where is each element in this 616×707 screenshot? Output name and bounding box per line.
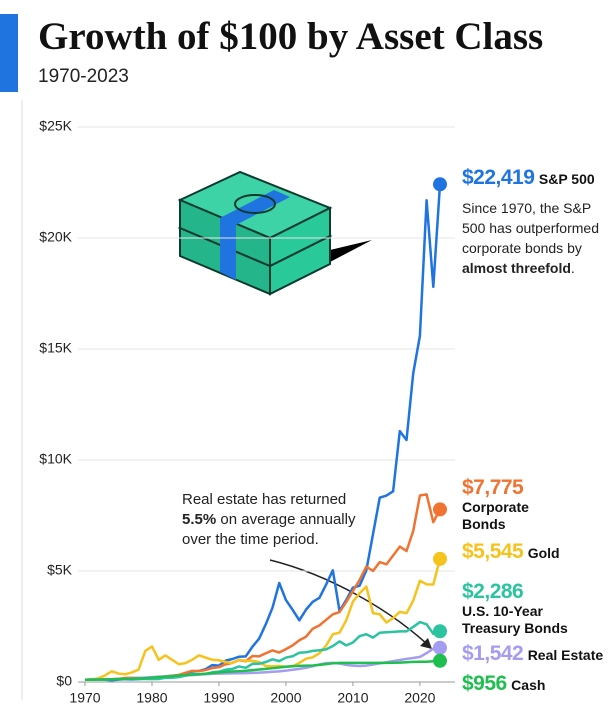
series-label: $1,542 Real Estate xyxy=(462,642,603,665)
chart-subtitle: 1970-2023 xyxy=(38,66,129,87)
value-label: $7,775 xyxy=(462,476,524,499)
series-label: $5,545 Gold xyxy=(462,540,560,563)
value-label: $1,542 xyxy=(462,642,524,665)
legend-label: Gold xyxy=(527,545,560,561)
y-tick-label: $25K xyxy=(39,118,72,134)
annotation-emphasis: almost threefold xyxy=(462,260,571,276)
x-tick-label: 1980 xyxy=(136,690,167,706)
y-tick-label: $20K xyxy=(39,229,72,245)
legend-label: Cash xyxy=(511,677,546,693)
x-tick-label: 2020 xyxy=(404,690,435,706)
value-label: $956 xyxy=(462,672,507,695)
series-label: $22,419 S&P 500 xyxy=(462,166,595,189)
end-dot xyxy=(433,624,447,639)
end-dot xyxy=(433,640,447,655)
y-tick-label: $5K xyxy=(47,562,73,578)
legend-label: Corporate Bonds xyxy=(462,499,529,533)
end-dot xyxy=(433,653,447,668)
re-annotation: Real estate has returned 5.5% on average… xyxy=(182,490,360,550)
value-label: $22,419 xyxy=(462,166,535,189)
annotation-text: Real estate has returned xyxy=(182,491,347,508)
series-label: $7,775 Corporate Bonds xyxy=(462,476,592,534)
legend-label: U.S. 10-Year Treasury Bonds xyxy=(462,603,568,637)
x-tick-label: 1990 xyxy=(203,690,234,706)
arrow-head xyxy=(420,638,432,649)
y-tick-label: $0 xyxy=(56,673,72,689)
title-bar xyxy=(0,14,18,92)
y-tick-label: $15K xyxy=(39,340,72,356)
end-dot xyxy=(433,551,447,566)
annotation-text: Since 1970, the S&P 500 has outperformed… xyxy=(462,200,599,256)
legend-label: S&P 500 xyxy=(538,171,595,187)
chart-title: Growth of $100 by Asset Class xyxy=(38,15,543,58)
end-dot xyxy=(433,177,447,192)
end-dot xyxy=(433,502,447,517)
value-label: $2,286 xyxy=(462,580,524,603)
legend-label: Real Estate xyxy=(527,647,604,663)
annotation-emphasis: 5.5% xyxy=(182,511,217,528)
y-tick-label: $10K xyxy=(39,451,72,467)
annotation-text: . xyxy=(570,260,575,276)
x-tick-label: 1970 xyxy=(69,690,100,706)
money-illustration xyxy=(177,170,372,296)
x-tick-label: 2010 xyxy=(337,690,368,706)
series-line xyxy=(84,659,441,682)
series-label: $2,286 U.S. 10-Year Treasury Bonds xyxy=(462,580,592,638)
annotation-text: on average annually over the time period… xyxy=(182,511,356,548)
sp-annotation: Since 1970, the S&P 500 has outperformed… xyxy=(462,198,612,278)
x-tick-label: 2000 xyxy=(270,690,301,706)
value-label: $5,545 xyxy=(462,540,524,563)
series-label: $956 Cash xyxy=(462,672,545,695)
